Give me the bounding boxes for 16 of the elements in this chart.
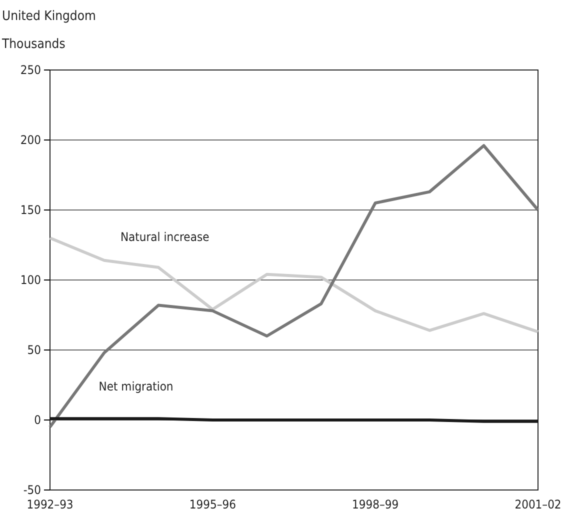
x-tick-label: 1992–93 bbox=[26, 498, 74, 512]
series-label: Natural increase bbox=[120, 230, 210, 244]
series-label: Net migration bbox=[98, 380, 174, 394]
x-tick-label: 2001–02 bbox=[514, 498, 562, 512]
y-tick-label: 200 bbox=[20, 132, 42, 147]
y-tick-label: 250 bbox=[20, 62, 42, 77]
y-tick-label: 0 bbox=[34, 412, 42, 427]
y-tick-label: 50 bbox=[27, 342, 42, 357]
y-tick-label: 100 bbox=[20, 272, 42, 287]
x-tick-label: 1998–99 bbox=[352, 498, 399, 512]
x-tick-label: 1995–96 bbox=[189, 498, 236, 512]
line-series bbox=[48, 144, 540, 428]
y-tick-label: -50 bbox=[23, 482, 42, 497]
chart-title: United Kingdom bbox=[2, 9, 96, 24]
y-axis-title: Thousands bbox=[1, 37, 66, 52]
y-tick-label: 150 bbox=[20, 202, 42, 217]
